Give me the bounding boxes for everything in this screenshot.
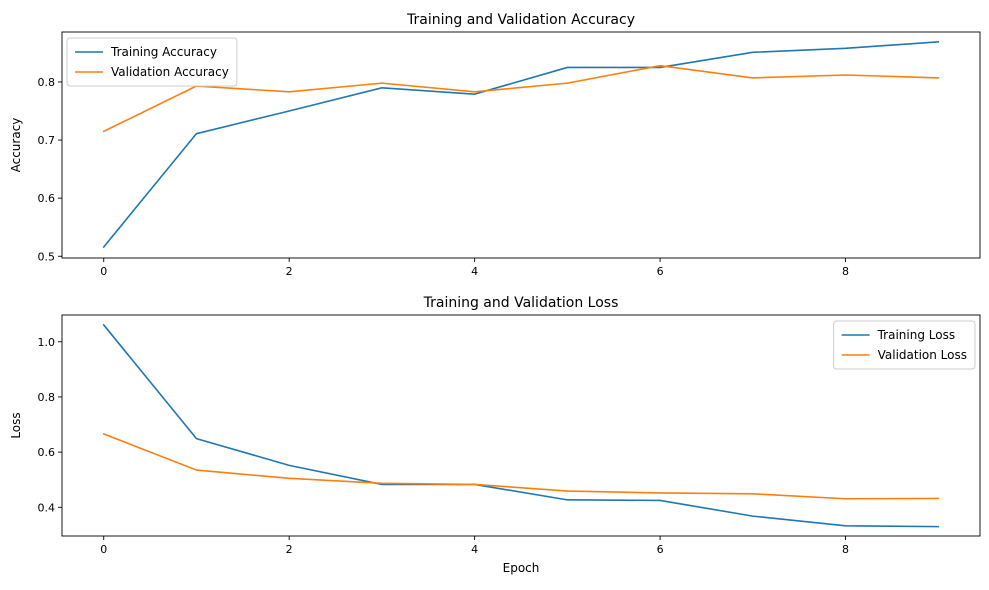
y-tick-label: 1.0 <box>38 336 56 349</box>
axes-frame <box>61 314 981 537</box>
legend-box <box>66 37 238 87</box>
y-tick-label: 0.4 <box>38 501 56 514</box>
x-tick-label: 6 <box>657 543 664 556</box>
series-line-training-loss <box>102 323 940 528</box>
y-tick-label: 0.5 <box>38 250 56 263</box>
legend-label: Validation Accuracy <box>111 65 229 79</box>
y-tick-label: 0.6 <box>38 192 56 205</box>
legend-label: Training Accuracy <box>110 45 217 59</box>
y-tick-label: 0.7 <box>38 134 56 147</box>
x-tick-label: 2 <box>286 265 293 278</box>
legend: Training Loss Validation Loss <box>833 320 976 370</box>
chart-title: Training and Validation Accuracy <box>406 12 635 28</box>
x-tick-label: 6 <box>657 265 664 278</box>
x-tick-label: 8 <box>842 543 849 556</box>
x-axis-label: Epoch <box>503 561 540 575</box>
x-tick-label: 2 <box>286 543 293 556</box>
series-line-validation-loss <box>102 432 940 500</box>
y-tick-label: 0.6 <box>38 446 56 459</box>
x-tick-label: 8 <box>842 265 849 278</box>
y-tick-label: 0.8 <box>38 391 56 404</box>
chart-panel-1: Training and Validation Accuracy 0 2 4 6 8 0.5… <box>9 12 981 278</box>
x-tick-label: 4 <box>471 265 478 278</box>
chart-panel-2: Training and Validation Loss 0 2 4 6 8 0.4 0.6 0… <box>9 295 981 575</box>
series-line-validation-accuracy <box>102 64 940 133</box>
y-axis-label: Loss <box>9 412 23 438</box>
chart-title: Training and Validation Loss <box>423 295 619 311</box>
x-tick-label: 4 <box>471 543 478 556</box>
legend-box <box>833 320 976 370</box>
legend-label: Training Loss <box>877 328 955 342</box>
series-line-training-accuracy <box>102 41 940 249</box>
x-tick-label: 0 <box>100 543 107 556</box>
x-tick-label: 0 <box>100 265 107 278</box>
y-tick-label: 0.8 <box>38 76 56 89</box>
axes-frame <box>61 31 981 259</box>
legend: Training Accuracy Validation Accuracy <box>66 37 238 87</box>
legend-label: Validation Loss <box>878 348 967 362</box>
y-axis-label: Accuracy <box>9 118 23 173</box>
